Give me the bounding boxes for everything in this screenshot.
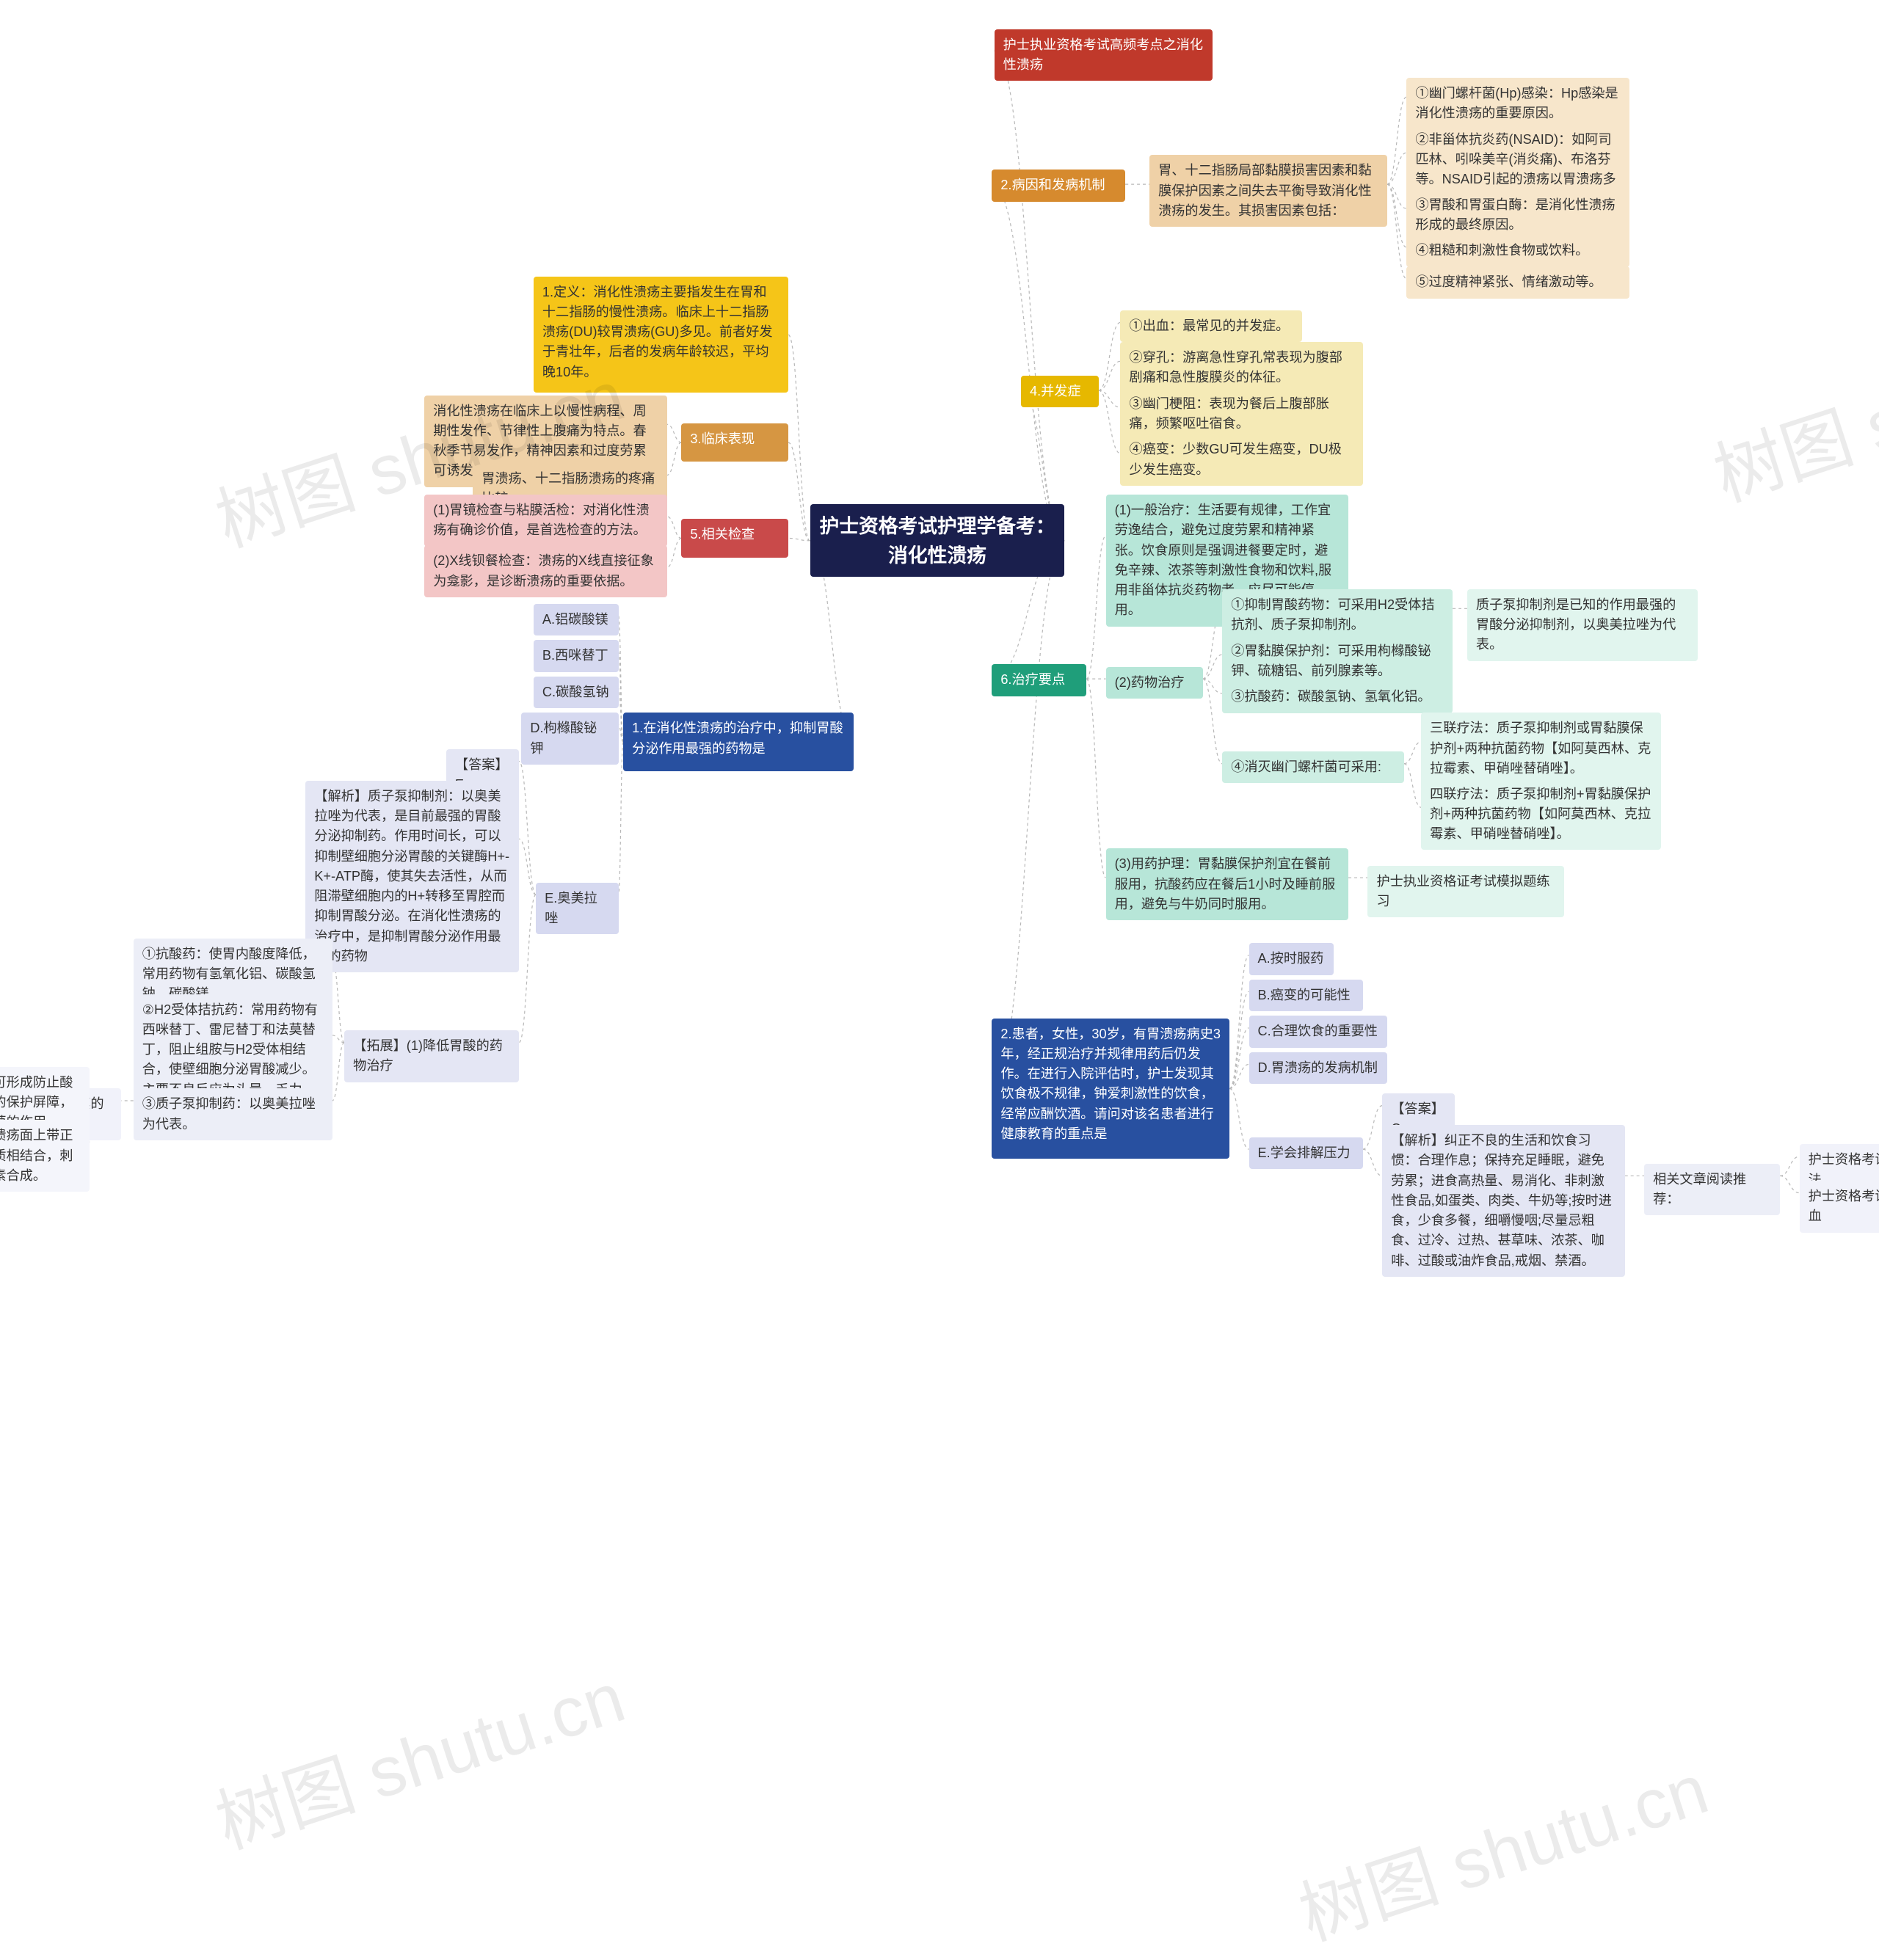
mindmap-node: C.合理饮食的重要性 [1249, 1016, 1387, 1047]
mindmap-node: (1)胃镜检查与粘膜活检：对消化性溃疡有确诊价值，是首选检查的方法。 [424, 495, 666, 547]
mindmap-node: 4.并发症 [1021, 376, 1099, 407]
mindmap-node: C.碳酸氢钠 [534, 677, 619, 708]
mindmap-node: A.按时服药 [1249, 943, 1334, 974]
mindmap-node: 【解析】质子泵抑制剂：以奥美拉唑为代表，是目前最强的胃酸分泌抑制药。作用时间长，… [305, 781, 519, 972]
mindmap-node: E.奥美拉唑 [536, 883, 618, 935]
mindmap-node: B.癌变的可能性 [1249, 980, 1363, 1011]
mindmap-node: ③胃酸和胃蛋白酶：是消化性溃疡形成的最终原因。 [1406, 189, 1629, 241]
mindmap-node: D.胃溃疡的发病机制 [1249, 1052, 1387, 1084]
mindmap-node: 护士资格考试护理学备考：静脉采血 [1800, 1181, 1879, 1233]
mindmap-node: 胃、十二指肠局部黏膜损害因素和黏膜保护因素之间失去平衡导致消化性溃疡的发生。其损… [1149, 155, 1387, 227]
mindmap-node: ⑤过度精神紧张、情绪激动等。 [1406, 266, 1629, 298]
mindmap-node: ④消灭幽门螺杆菌可采用: [1222, 751, 1404, 783]
mindmap-node: (2)药物治疗 [1106, 667, 1203, 699]
mindmap-node: 6.治疗要点 [992, 664, 1086, 696]
mindmap-node: ①出血：最常见的并发症。 [1120, 310, 1302, 342]
mindmap-node: 护士执业资格证考试模拟题练习 [1367, 866, 1564, 918]
mindmap-node: 质子泵抑制剂是已知的作用最强的胃酸分泌抑制剂，以奥美拉唑为代表。 [1467, 589, 1698, 661]
mindmap-node: (2)X线钡餐检查：溃疡的X线直接征象为龛影，是诊断溃疡的重要依据。 [424, 545, 666, 597]
mindmap-node: 2.病因和发病机制 [992, 170, 1125, 201]
mindmap-node: ④粗糙和刺激性食物或饮料。 [1406, 235, 1629, 266]
watermark: 树图 shutu.cn [1700, 294, 1879, 520]
watermark: 树图 shutu.cn [202, 1642, 636, 1868]
mindmap-node: 四联疗法：质子泵抑制剂+胃黏膜保护剂+两种抗菌药物【如阿莫西林、克拉霉素、甲硝唑… [1421, 779, 1661, 850]
mindmap-node: ②穿孔：游离急性穿孔常表现为腹部剧痛和急性腹膜炎的体征。 [1120, 342, 1362, 394]
mindmap-node: ③抗酸药：碳酸氢钠、氢氧化铝。 [1222, 681, 1453, 713]
mindmap-node: E.学会排解压力 [1249, 1137, 1363, 1169]
mindmap-node: ②胃黏膜保护剂：可采用枸橼酸铋钾、硫糖铝、前列腺素等。 [1222, 635, 1453, 688]
mindmap-node: 5.相关检查 [681, 519, 788, 558]
mindmap-node: ③幽门梗阻：表现为餐后上腹部胀痛，频繁呕吐宿食。 [1120, 388, 1362, 440]
mindmap-root: 护士资格考试护理学备考：消化性溃疡 [810, 504, 1065, 577]
mindmap-node: (3)用药护理：胃黏膜保护剂宜在餐前服用，抗酸药应在餐后1小时及睡前服用，避免与… [1106, 848, 1348, 920]
mindmap-node: 1.在消化性溃疡的治疗中，抑制胃酸分泌作用最强的药物是 [623, 713, 854, 770]
mindmap-node: 1.定义：消化性溃疡主要指发生在胃和十二指肠的慢性溃疡。临床上十二指肠溃疡(DU… [534, 277, 788, 393]
mindmap-node: A.铝碳酸镁 [534, 604, 619, 635]
mindmap-node: 3.临床表现 [681, 423, 788, 462]
mindmap-node: B.西咪替丁 [534, 640, 619, 671]
mindmap-node: 护士执业资格考试高频考点之消化性溃疡 [995, 29, 1213, 81]
mindmap-node: 【拓展】(1)降低胃酸的药物治疗 [344, 1030, 519, 1082]
mindmap-node: 【解析】纠正不良的生活和饮食习惯：合理作息；保持充足睡眠，避免劳累；进食高热量、… [1382, 1125, 1624, 1277]
mindmap-node: ①抑制胃酸药物：可采用H2受体拮抗剂、质子泵抑制剂。 [1222, 589, 1453, 641]
mindmap-node: D.枸橼酸铋钾 [521, 713, 618, 765]
watermark: 树图 shutu.cn [1285, 1734, 1719, 1960]
mindmap-node: 三联疗法：质子泵抑制剂或胃黏膜保护剂+两种抗菌药物【如阿莫西林、克拉霉素、甲硝唑… [1421, 713, 1661, 784]
mindmap-node: ②硫糖铝：可与溃疡面上带正电荷的渗出蛋白质相结合，刺激内源性前列腺素合成。 [0, 1120, 90, 1192]
mindmap-node: ④癌变：少数GU可发生癌变，DU极少发生癌变。 [1120, 434, 1362, 486]
mindmap-node: ①幽门螺杆菌(Hp)感染：Hp感染是消化性溃疡的重要原因。 [1406, 78, 1629, 130]
mindmap-node: 2.患者，女性，30岁，有胃溃疡病史3年，经正规治疗并规律用药后仍发作。在进行入… [992, 1019, 1229, 1159]
mindmap-node: 相关文章阅读推荐： [1644, 1164, 1780, 1216]
mindmap-node: ③质子泵抑制药：以奥美拉唑为代表。 [134, 1088, 332, 1140]
